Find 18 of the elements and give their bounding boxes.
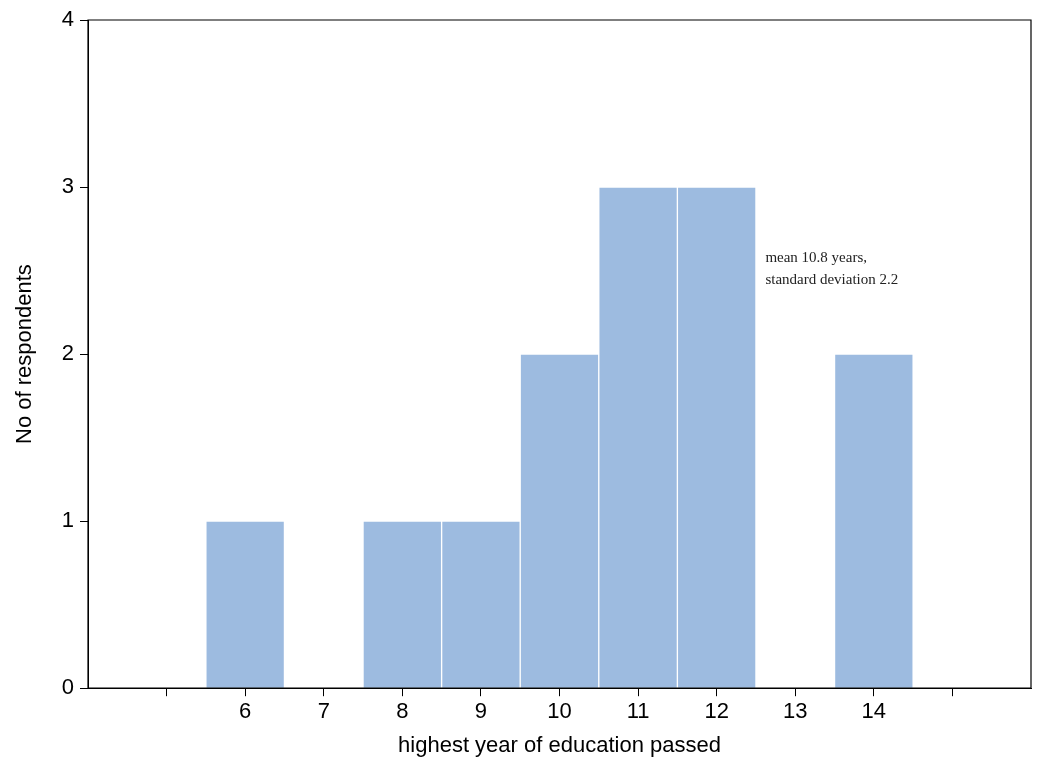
x-tick-label: 13: [783, 698, 808, 724]
annotation: standard deviation 2.2: [765, 271, 899, 288]
x-tick-label: 7: [317, 698, 330, 724]
x-tick-label: 8: [396, 698, 409, 724]
annotation: mean 10.8 years,: [765, 249, 868, 266]
y-tick-label: 1: [61, 507, 74, 533]
x-tick-label: 12: [704, 698, 729, 724]
y-tick-label: 4: [61, 6, 74, 32]
y-tick-label: 2: [61, 340, 74, 366]
y-axis-title: No of respondents: [11, 264, 37, 444]
x-tick-label: 14: [861, 698, 887, 724]
x-axis-title: highest year of education passed: [398, 731, 721, 757]
x-tick-label: 6: [239, 698, 252, 724]
x-tick-label: 11: [626, 698, 650, 724]
x-tick-label: 10: [547, 698, 572, 724]
y-tick-label: 3: [61, 173, 74, 199]
x-tick-label: 9: [474, 698, 488, 724]
y-tick-label: 0: [61, 674, 74, 700]
